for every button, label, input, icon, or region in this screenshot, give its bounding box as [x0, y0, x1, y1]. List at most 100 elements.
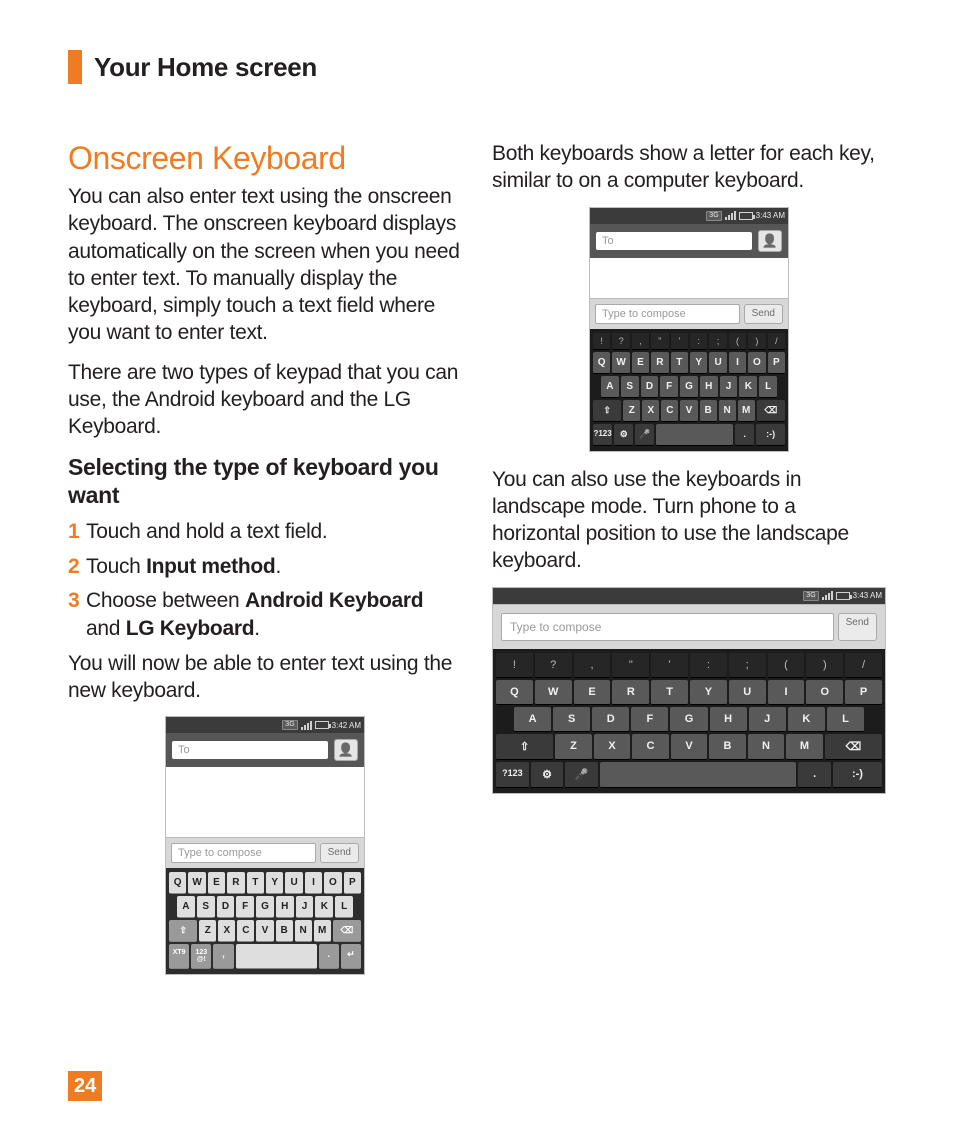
shift-key[interactable]: ⇧ — [593, 400, 621, 422]
gear-key[interactable]: ⚙ — [614, 424, 633, 446]
key-l[interactable]: L — [759, 376, 777, 398]
key-![interactable]: ! — [593, 333, 610, 350]
key-l[interactable]: L — [335, 896, 353, 918]
to-input[interactable]: To — [172, 741, 328, 759]
add-contact-button[interactable]: 👤 — [758, 230, 782, 252]
space-key[interactable] — [236, 944, 317, 969]
key-m[interactable]: M — [314, 920, 331, 942]
num-key[interactable]: ?123 — [593, 424, 612, 446]
send-button[interactable]: Send — [320, 843, 359, 863]
compose-input[interactable]: Type to compose — [595, 304, 740, 324]
key-g[interactable]: G — [256, 896, 274, 918]
key-x[interactable]: X — [594, 734, 630, 760]
key-;[interactable]: ; — [709, 333, 726, 350]
key-u[interactable]: U — [285, 872, 302, 894]
key-z[interactable]: Z — [555, 734, 591, 760]
key-i[interactable]: I — [768, 680, 805, 705]
key-z[interactable]: Z — [623, 400, 640, 422]
key-r[interactable]: R — [612, 680, 649, 705]
key-'[interactable]: ' — [671, 333, 688, 350]
key-i[interactable]: I — [305, 872, 322, 894]
key-a[interactable]: A — [177, 896, 195, 918]
to-input[interactable]: To — [596, 232, 752, 250]
send-button[interactable]: Send — [838, 613, 877, 641]
period-key[interactable]: . — [798, 762, 831, 788]
key-o[interactable]: O — [324, 872, 341, 894]
mic-key[interactable]: 🎤 — [565, 762, 598, 788]
gear-key[interactable]: ⚙ — [531, 762, 564, 788]
key-j[interactable]: J — [720, 376, 738, 398]
key-q[interactable]: Q — [593, 352, 610, 374]
key-o[interactable]: O — [748, 352, 765, 374]
space-key[interactable] — [656, 424, 733, 446]
key-n[interactable]: N — [719, 400, 736, 422]
backspace-key[interactable]: ⌫ — [333, 920, 361, 942]
key-f[interactable]: F — [631, 707, 668, 732]
key-b[interactable]: B — [709, 734, 745, 760]
key-i[interactable]: I — [729, 352, 746, 374]
key-s[interactable]: S — [621, 376, 639, 398]
add-contact-button[interactable]: 👤 — [334, 739, 358, 761]
send-button[interactable]: Send — [744, 304, 783, 324]
key-k[interactable]: K — [788, 707, 825, 732]
key-h[interactable]: H — [710, 707, 747, 732]
key-"[interactable]: " — [612, 653, 649, 678]
key-"[interactable]: " — [651, 333, 668, 350]
key-y[interactable]: Y — [690, 680, 727, 705]
key-a[interactable]: A — [601, 376, 619, 398]
shift-key[interactable]: ⇧ — [496, 734, 553, 760]
compose-input[interactable]: Type to compose — [501, 613, 834, 641]
key-d[interactable]: D — [217, 896, 235, 918]
key-y[interactable]: Y — [690, 352, 707, 374]
key-e[interactable]: E — [208, 872, 225, 894]
backspace-key[interactable]: ⌫ — [757, 400, 785, 422]
key-j[interactable]: J — [296, 896, 314, 918]
key-u[interactable]: U — [729, 680, 766, 705]
key-d[interactable]: D — [641, 376, 659, 398]
key-p[interactable]: P — [845, 680, 882, 705]
sym-key[interactable]: 123@! — [191, 944, 211, 969]
comma-key[interactable]: , — [213, 944, 233, 969]
key-([interactable]: ( — [729, 333, 746, 350]
key-w[interactable]: W — [188, 872, 205, 894]
key-y[interactable]: Y — [266, 872, 283, 894]
key-h[interactable]: H — [276, 896, 294, 918]
key-o[interactable]: O — [806, 680, 843, 705]
key-/[interactable]: / — [845, 653, 882, 678]
period-key[interactable]: . — [735, 424, 754, 446]
key-d[interactable]: D — [592, 707, 629, 732]
key-s[interactable]: S — [553, 707, 590, 732]
key-)[interactable]: ) — [748, 333, 765, 350]
key-x[interactable]: X — [642, 400, 659, 422]
key-p[interactable]: P — [768, 352, 785, 374]
key-w[interactable]: W — [535, 680, 572, 705]
key-m[interactable]: M — [786, 734, 822, 760]
key-,[interactable]: , — [574, 653, 611, 678]
key-([interactable]: ( — [768, 653, 805, 678]
key-k[interactable]: K — [739, 376, 757, 398]
key-c[interactable]: C — [661, 400, 678, 422]
key-t[interactable]: T — [247, 872, 264, 894]
space-key[interactable] — [600, 762, 796, 788]
key-c[interactable]: C — [632, 734, 668, 760]
key-?[interactable]: ? — [612, 333, 629, 350]
key-h[interactable]: H — [700, 376, 718, 398]
key-q[interactable]: Q — [169, 872, 186, 894]
smile-key[interactable]: :-) — [833, 762, 882, 788]
mic-key[interactable]: 🎤 — [635, 424, 654, 446]
xt9-key[interactable]: XT9 — [169, 944, 189, 969]
key-n[interactable]: N — [748, 734, 784, 760]
key-/[interactable]: / — [768, 333, 785, 350]
key-z[interactable]: Z — [199, 920, 216, 942]
key-q[interactable]: Q — [496, 680, 533, 705]
key-e[interactable]: E — [574, 680, 611, 705]
key-t[interactable]: T — [651, 680, 688, 705]
key-r[interactable]: R — [227, 872, 244, 894]
key-a[interactable]: A — [514, 707, 551, 732]
key-t[interactable]: T — [671, 352, 688, 374]
key-w[interactable]: W — [612, 352, 629, 374]
key-b[interactable]: B — [276, 920, 293, 942]
key-:[interactable]: : — [690, 653, 727, 678]
key-m[interactable]: M — [738, 400, 755, 422]
num-key[interactable]: ?123 — [496, 762, 529, 788]
